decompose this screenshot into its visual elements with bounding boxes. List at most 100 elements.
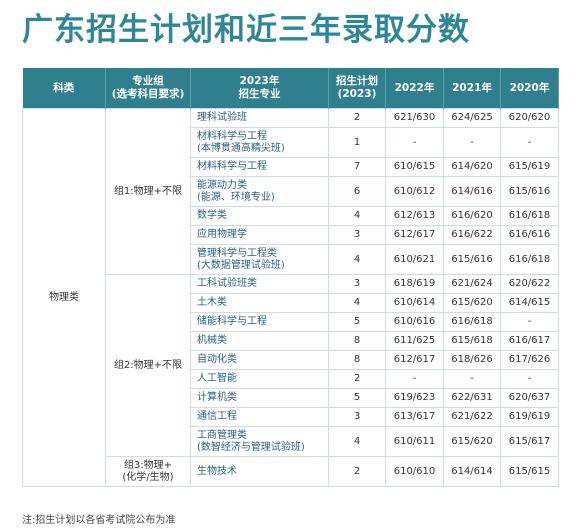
score-cell: 610/615 [385, 157, 444, 177]
cell-line: 理科试验班 [197, 112, 247, 123]
score-cell: - [443, 369, 501, 389]
score-cell: 615/616 [443, 244, 501, 275]
major-cell: 土木类 [190, 293, 329, 313]
cell-line: (选考科目要求) [111, 88, 185, 100]
cell-line: 科类 [53, 81, 75, 94]
score-cell: 620/620 [500, 108, 559, 128]
major-cell: 材料科学与工程 [190, 157, 329, 177]
major-cell: 工商管理类 (数智经济与管理试验班) [190, 426, 329, 457]
score-cell: - [385, 369, 444, 389]
score-cell: 616/618 [500, 244, 559, 275]
score-cell: - [385, 127, 444, 158]
cell-line: 2023年 [239, 75, 280, 87]
cell-line: 组1:物理+不限 [113, 185, 183, 197]
cell-line: 组2:物理+不限 [113, 359, 183, 371]
cell-line: (数智经济与管理试验班) [197, 441, 305, 453]
score-cell: 616/618 [500, 206, 559, 226]
major-cell: 应用物理学 [190, 225, 329, 245]
cell-line: 组3:物理+ [123, 459, 173, 471]
cell-line: 自动化类 [197, 354, 237, 365]
plan-cell: 4 [328, 206, 386, 226]
score-cell: 622/631 [443, 388, 501, 408]
plan-cell: 1 [328, 127, 386, 158]
score-cell: 616/622 [443, 225, 501, 245]
major-cell: 自动化类 [190, 350, 329, 370]
score-cell: 614/614 [443, 456, 501, 487]
header-cell: 专业组 (选考科目要求) [105, 68, 191, 109]
score-cell: 619/619 [500, 407, 559, 427]
major-cell: 数学类 [190, 206, 329, 226]
score-cell: 617/626 [500, 350, 559, 370]
plan-cell: 6 [328, 176, 386, 207]
cell-line: 生物技术 [197, 465, 237, 477]
plan-cell: 3 [328, 274, 386, 294]
plan-cell: 2 [328, 108, 386, 128]
score-cell: 621/622 [443, 407, 501, 427]
cell-line: 2021年 [452, 81, 492, 94]
score-cell: 620/637 [500, 388, 559, 408]
category-cell: 物理类 [22, 108, 106, 487]
cell-line: 管理科学与工程类 [197, 247, 277, 259]
plan-cell: 4 [328, 293, 386, 313]
header-cell: 2021年 [443, 68, 501, 109]
plan-cell: 7 [328, 157, 386, 177]
plan-cell: 3 [328, 407, 386, 427]
plan-cell: 8 [328, 350, 386, 370]
group-cell: 组3:物理+ (化学/生物) [105, 456, 191, 487]
table-row: 机械类 8 611/625 615/618 616/617 [23, 331, 559, 351]
table-body: 物理类 组1:物理+不限 理科试验班 2 621/630 624/625 620/620 材料… [22, 108, 559, 487]
cell-line: 机械类 [197, 335, 227, 346]
header-cell: 2022年 [385, 68, 444, 109]
score-cell: 624/625 [443, 108, 501, 128]
table-row: 自动化类 8 612/617 618/626 617/626 [23, 350, 559, 370]
score-cell: 616/620 [443, 206, 501, 226]
score-cell: 614/616 [443, 176, 501, 207]
plan-cell: 3 [328, 225, 386, 245]
cell-line: 计算机类 [197, 392, 237, 403]
header-cell: 招生计划 (2023) [328, 68, 386, 109]
score-cell: 618/626 [443, 350, 501, 370]
plan-cell: 4 [328, 426, 386, 457]
cell-line: 人工智能 [197, 373, 237, 384]
score-cell: 610/614 [385, 293, 444, 313]
score-cell: 615/617 [500, 426, 559, 457]
score-cell: - [443, 127, 501, 158]
cell-line: 储能科学与工程 [197, 316, 267, 327]
major-cell: 材料科学与工程 (本博贯通高精尖班) [190, 127, 329, 158]
footnote: 注:招生计划以各省考试院公布为准 [22, 515, 176, 526]
cell-line: (大数据管理试验班) [197, 259, 285, 271]
cell-line: (能源、环境专业) [197, 191, 275, 203]
table-row: 计算机类 5 619/623 622/631 620/637 [23, 388, 559, 408]
major-cell: 工科试验班类 [190, 274, 329, 294]
score-cell: 615/615 [500, 456, 559, 487]
table-row: 土木类 4 610/614 615/620 614/615 [23, 293, 559, 313]
cell-line: (化学/生物) [122, 471, 174, 483]
plan-cell: 8 [328, 331, 386, 351]
major-cell: 人工智能 [190, 369, 329, 389]
plan-cell: 5 [328, 388, 386, 408]
cell-line: 工商管理类 [197, 429, 247, 441]
cell-line: 应用物理学 [197, 229, 247, 240]
score-cell: 620/622 [500, 274, 559, 294]
score-cell: 616/616 [500, 225, 559, 245]
cell-line: 材料科学与工程 [197, 130, 267, 142]
score-cell: 615/619 [500, 157, 559, 177]
cell-line: (2023) [337, 88, 377, 100]
cell-line: 2022年 [394, 81, 435, 94]
major-cell: 计算机类 [190, 388, 329, 408]
score-table: 科类 专业组 (选考科目要求) 2023年 招生专业 招生计划 (2023) 2022年 202… [22, 68, 559, 487]
major-cell: 管理科学与工程类 (大数据管理试验班) [190, 244, 329, 275]
table-row: 组2:物理+不限 工科试验班类 3 618/619 621/624 620/622 [23, 274, 559, 457]
score-cell: 610/610 [385, 456, 444, 487]
score-cell: 612/617 [385, 225, 444, 245]
score-cell: 619/623 [385, 388, 444, 408]
score-cell: 610/616 [385, 312, 444, 332]
score-cell: 621/624 [443, 274, 501, 294]
table-row: 组3:物理+ (化学/生物) 生物技术 2 610/610 614/614 615/615 [23, 456, 559, 487]
score-cell: - [500, 127, 559, 158]
major-cell: 理科试验班 [190, 108, 329, 128]
plan-cell: 2 [328, 369, 386, 389]
plan-cell: 4 [328, 244, 386, 275]
header-cell: 2020年 [500, 68, 559, 109]
